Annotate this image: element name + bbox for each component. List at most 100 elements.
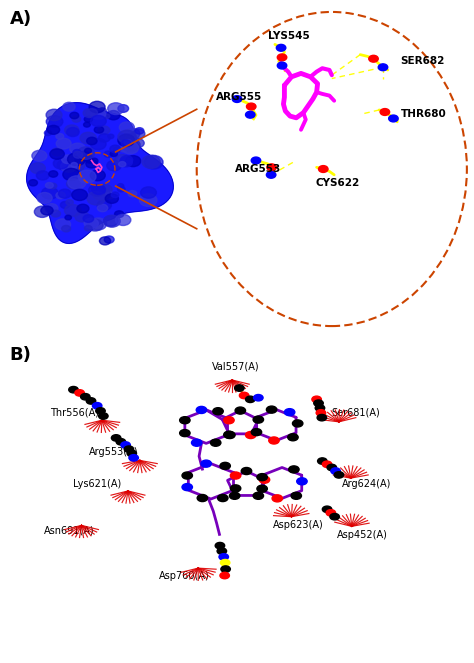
Circle shape <box>50 149 64 159</box>
Circle shape <box>90 218 107 230</box>
Circle shape <box>115 154 130 166</box>
Circle shape <box>49 183 57 189</box>
Circle shape <box>87 137 97 145</box>
Circle shape <box>121 140 131 147</box>
Circle shape <box>86 398 96 404</box>
Text: Asp452(A): Asp452(A) <box>337 530 387 540</box>
Circle shape <box>51 210 61 217</box>
Circle shape <box>70 112 79 119</box>
Circle shape <box>77 204 89 213</box>
Circle shape <box>29 180 37 186</box>
Circle shape <box>239 392 249 398</box>
Circle shape <box>259 476 270 483</box>
Circle shape <box>111 435 121 441</box>
Circle shape <box>326 510 336 516</box>
Circle shape <box>132 139 144 147</box>
Circle shape <box>45 204 58 213</box>
Circle shape <box>97 184 112 195</box>
Circle shape <box>257 485 267 492</box>
Circle shape <box>47 125 60 135</box>
Circle shape <box>82 154 92 161</box>
Circle shape <box>246 396 255 402</box>
Circle shape <box>78 170 96 183</box>
Circle shape <box>86 158 93 163</box>
Circle shape <box>69 387 78 393</box>
Circle shape <box>104 236 114 243</box>
Circle shape <box>41 206 53 215</box>
Circle shape <box>126 156 141 166</box>
Text: Asn691(A): Asn691(A) <box>44 525 94 536</box>
Circle shape <box>84 116 92 122</box>
Circle shape <box>267 164 276 170</box>
Circle shape <box>91 115 106 127</box>
Circle shape <box>103 114 110 119</box>
Circle shape <box>182 483 192 491</box>
Circle shape <box>61 160 77 172</box>
Circle shape <box>56 133 64 139</box>
Circle shape <box>99 134 110 142</box>
Circle shape <box>217 548 227 554</box>
Circle shape <box>84 225 92 231</box>
Circle shape <box>98 126 110 135</box>
Text: LYS545: LYS545 <box>268 31 310 41</box>
Circle shape <box>105 192 115 199</box>
Circle shape <box>297 478 307 485</box>
Circle shape <box>68 176 86 189</box>
Circle shape <box>215 542 225 549</box>
Circle shape <box>53 158 68 169</box>
Circle shape <box>220 462 230 469</box>
Circle shape <box>389 115 398 122</box>
Circle shape <box>125 129 140 139</box>
Text: THR680: THR680 <box>401 109 447 119</box>
Circle shape <box>66 127 79 137</box>
Circle shape <box>100 237 110 245</box>
Circle shape <box>104 215 118 226</box>
Circle shape <box>55 219 71 230</box>
Circle shape <box>180 430 190 437</box>
Circle shape <box>118 156 128 163</box>
Circle shape <box>257 473 267 481</box>
Text: Ser681(A): Ser681(A) <box>332 408 381 418</box>
Circle shape <box>36 171 49 180</box>
Circle shape <box>91 109 106 119</box>
Circle shape <box>119 122 134 133</box>
Circle shape <box>125 137 133 143</box>
Circle shape <box>272 495 283 502</box>
Circle shape <box>201 460 211 467</box>
Circle shape <box>266 172 276 178</box>
Text: ARG555: ARG555 <box>216 92 262 102</box>
Circle shape <box>232 95 242 102</box>
Circle shape <box>83 215 94 222</box>
Circle shape <box>52 148 63 156</box>
Text: Arg553(A): Arg553(A) <box>89 448 138 457</box>
Circle shape <box>79 151 92 160</box>
Circle shape <box>220 572 229 579</box>
Circle shape <box>77 147 95 159</box>
Circle shape <box>83 122 90 127</box>
Circle shape <box>289 466 299 473</box>
Circle shape <box>32 151 47 161</box>
Circle shape <box>269 437 279 444</box>
Circle shape <box>86 160 97 168</box>
Circle shape <box>46 109 62 121</box>
Circle shape <box>218 495 228 502</box>
Circle shape <box>72 116 81 122</box>
Circle shape <box>86 109 98 117</box>
Circle shape <box>319 166 328 172</box>
Circle shape <box>220 560 230 566</box>
Circle shape <box>91 158 98 164</box>
Circle shape <box>119 158 132 167</box>
Circle shape <box>64 125 79 135</box>
Circle shape <box>213 408 223 415</box>
Circle shape <box>122 139 140 152</box>
Circle shape <box>37 192 52 204</box>
Circle shape <box>224 431 234 438</box>
Circle shape <box>253 492 264 499</box>
Circle shape <box>105 194 118 204</box>
Circle shape <box>94 127 104 133</box>
Circle shape <box>129 455 138 461</box>
Circle shape <box>380 109 390 115</box>
Circle shape <box>65 215 72 220</box>
Circle shape <box>142 155 160 168</box>
Circle shape <box>191 439 202 446</box>
